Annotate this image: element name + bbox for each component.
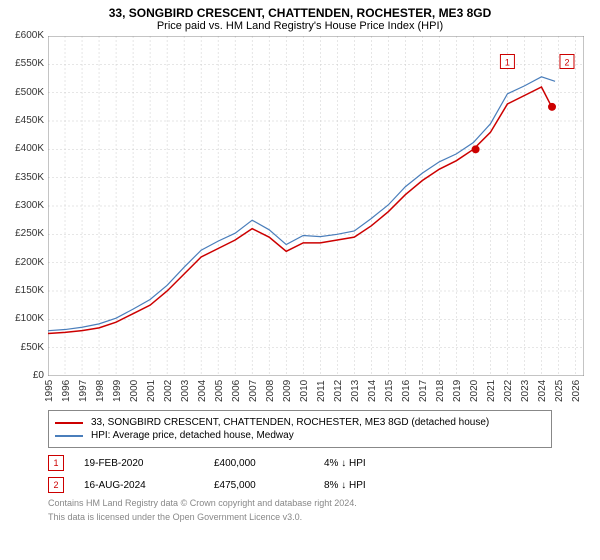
y-tick-label: £400K [4,143,44,154]
x-tick-label: 2016 [401,380,412,402]
svg-text:2: 2 [564,58,569,68]
x-tick-label: 2000 [129,380,140,402]
y-tick-label: £100K [4,313,44,324]
x-tick-label: 2024 [537,380,548,402]
x-tick-label: 1998 [95,380,106,402]
x-tick-label: 1995 [44,380,55,402]
x-tick-label: 2023 [520,380,531,402]
x-tick-label: 2009 [282,380,293,402]
chart-svg: 12 [48,36,584,376]
sale-date-2: 16-AUG-2024 [84,480,214,491]
y-tick-label: £350K [4,172,44,183]
chart-subtitle: Price paid vs. HM Land Registry's House … [0,20,600,36]
svg-text:1: 1 [505,58,510,68]
sales-table: 1 19-FEB-2020 £400,000 4% ↓ HPI 2 16-AUG… [48,452,552,496]
x-tick-label: 2005 [214,380,225,402]
legend-label-price: 33, SONGBIRD CRESCENT, CHATTENDEN, ROCHE… [91,417,489,428]
x-tick-label: 2019 [452,380,463,402]
x-tick-label: 2013 [350,380,361,402]
x-tick-label: 2012 [333,380,344,402]
sale-price-2: £475,000 [214,480,324,491]
chart-container: 33, SONGBIRD CRESCENT, CHATTENDEN, ROCHE… [0,0,600,560]
y-tick-label: £200K [4,257,44,268]
y-tick-label: £50K [4,342,44,353]
legend-label-hpi: HPI: Average price, detached house, Medw… [91,430,294,441]
x-tick-label: 2015 [384,380,395,402]
x-tick-label: 2020 [469,380,480,402]
x-tick-label: 2025 [554,380,565,402]
x-tick-label: 2026 [571,380,582,402]
sale-date-1: 19-FEB-2020 [84,458,214,469]
legend-swatch-hpi [55,435,83,437]
legend: 33, SONGBIRD CRESCENT, CHATTENDEN, ROCHE… [48,410,552,448]
x-tick-label: 2008 [265,380,276,402]
x-tick-label: 1996 [61,380,72,402]
footnote-2: This data is licensed under the Open Gov… [48,512,552,524]
x-tick-label: 2002 [163,380,174,402]
y-tick-label: £0 [4,370,44,381]
y-tick-label: £250K [4,228,44,239]
chart-title: 33, SONGBIRD CRESCENT, CHATTENDEN, ROCHE… [0,0,600,20]
sale-diff-1: 4% ↓ HPI [324,458,404,469]
legend-item-price: 33, SONGBIRD CRESCENT, CHATTENDEN, ROCHE… [55,417,545,428]
y-tick-label: £300K [4,200,44,211]
x-tick-label: 2003 [180,380,191,402]
x-tick-label: 2014 [367,380,378,402]
x-tick-label: 2017 [418,380,429,402]
x-axis-labels: 1995199619971998199920002001200220032004… [48,376,584,404]
x-tick-label: 2011 [316,380,327,402]
sale-marker-2: 2 [48,477,64,493]
y-tick-label: £600K [4,30,44,41]
x-tick-label: 2001 [146,380,157,402]
y-tick-label: £500K [4,87,44,98]
x-tick-label: 2010 [299,380,310,402]
sale-diff-2: 8% ↓ HPI [324,480,404,491]
y-tick-label: £450K [4,115,44,126]
sale-price-1: £400,000 [214,458,324,469]
x-tick-label: 2007 [248,380,259,402]
x-tick-label: 1997 [78,380,89,402]
y-tick-label: £150K [4,285,44,296]
x-tick-label: 2006 [231,380,242,402]
x-tick-label: 2018 [435,380,446,402]
sale-row-2: 2 16-AUG-2024 £475,000 8% ↓ HPI [48,474,552,496]
plot-area: 12 £0£50K£100K£150K£200K£250K£300K£350K£… [48,36,584,376]
x-tick-label: 2021 [486,380,497,402]
footnote-1: Contains HM Land Registry data © Crown c… [48,498,552,510]
sale-marker-1: 1 [48,455,64,471]
legend-item-hpi: HPI: Average price, detached house, Medw… [55,430,545,441]
y-tick-label: £550K [4,58,44,69]
x-tick-label: 1999 [112,380,123,402]
x-tick-label: 2004 [197,380,208,402]
legend-swatch-price [55,422,83,424]
sale-row-1: 1 19-FEB-2020 £400,000 4% ↓ HPI [48,452,552,474]
x-tick-label: 2022 [503,380,514,402]
